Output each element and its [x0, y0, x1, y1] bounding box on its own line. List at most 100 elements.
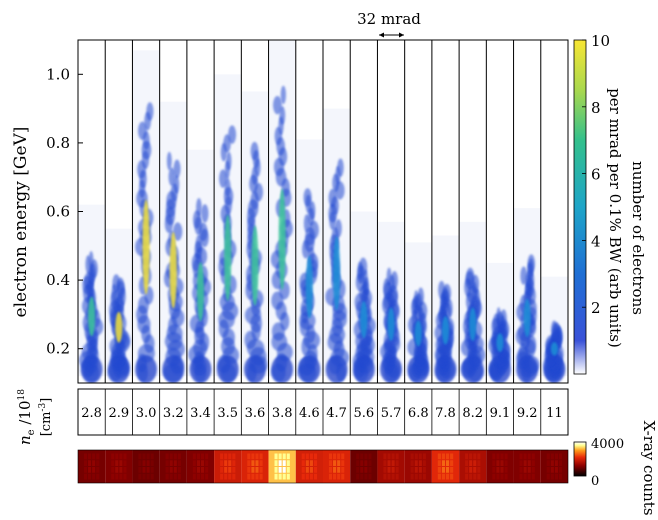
xray-pixel [504, 453, 508, 460]
xray-pixel [437, 467, 441, 473]
xray-pixel [92, 467, 96, 473]
colorbar-label-line1: number of electrons [629, 161, 647, 315]
shot-peak-core [469, 307, 477, 341]
xray-pixel [138, 460, 142, 466]
xray-pixel [341, 467, 345, 473]
shot-trace-segment [417, 287, 425, 306]
xray-pixel [410, 467, 414, 473]
xray-cells [78, 450, 568, 483]
xray-pixel [504, 467, 508, 473]
xray-pixel [138, 473, 142, 480]
xray-pixel [328, 460, 333, 466]
xray-pixel [558, 460, 563, 466]
xray-pixel [550, 467, 554, 473]
shot-trace-segment [196, 198, 202, 217]
xray-pixel [441, 453, 445, 460]
xray-cell [241, 450, 269, 483]
shot-spectrum [214, 74, 242, 383]
xray-pixel [550, 473, 554, 480]
shot-spectrum [350, 211, 378, 383]
shot-spectrum [404, 242, 432, 383]
xray-pixel [251, 467, 255, 473]
xray-pixel [247, 453, 251, 460]
xray-pixel [111, 460, 115, 466]
xray-pixel [492, 460, 496, 466]
xray-pixel [286, 467, 290, 473]
xray-pixel [477, 467, 481, 473]
shot-peak-core [169, 231, 177, 309]
xray-pixel [368, 460, 372, 466]
shot-peak-core [196, 262, 205, 322]
xray-pixel [313, 473, 318, 480]
electron-spectra-panel: 0.2 0.4 0.6 0.8 1.0 electron energy [GeV] [11, 39, 569, 384]
xray-pixel [313, 453, 318, 460]
xray-pixel [554, 453, 558, 460]
shot-trace-segment [413, 290, 419, 309]
xray-pixel [441, 460, 445, 466]
shot-peak-core [496, 333, 504, 352]
xray-cell [268, 450, 296, 483]
xray-pixel [92, 453, 96, 460]
xray-pixel [111, 467, 115, 473]
shot-trace-segment [219, 169, 227, 188]
xray-pixel [414, 453, 418, 460]
density-value: 7.8 [435, 406, 456, 421]
xray-pixel [492, 453, 496, 460]
xray-strip-frame [77, 449, 569, 484]
shot-peak-core [142, 199, 150, 295]
xray-pixel [341, 473, 345, 480]
xray-pixel [450, 473, 454, 480]
xray-cell-bg [323, 450, 351, 483]
xray-pixel [333, 453, 337, 460]
xray-pixel [477, 453, 481, 460]
xray-pixel [255, 460, 259, 466]
xray-cell-bg [486, 450, 514, 483]
xray-pixel [83, 460, 88, 466]
xray-pixel [527, 460, 531, 466]
xray-pixel [142, 467, 146, 473]
xray-pixel [255, 473, 259, 480]
xray-pixel [115, 453, 119, 460]
xray-pixel [337, 467, 341, 473]
xray-pixel [115, 460, 119, 466]
xray-pixel [473, 467, 477, 473]
xray-pixel [119, 460, 123, 466]
density-value: 5.6 [353, 406, 374, 421]
shot-spectrum [486, 262, 514, 383]
xray-pixel [465, 460, 469, 466]
xray-pixel [150, 473, 154, 480]
shot-spectrum [105, 228, 133, 383]
shot-trace-segment [272, 95, 282, 115]
xray-cell [132, 450, 160, 483]
xray-pixel [383, 460, 387, 466]
xray-cell [486, 450, 514, 483]
xray-pixel [177, 473, 181, 480]
xray-cell [323, 450, 351, 483]
xray-pixel [301, 453, 305, 460]
xray-pixel [173, 473, 177, 480]
xray-pixel [111, 473, 115, 480]
xray-pixel [201, 453, 205, 460]
xray-pixel [201, 467, 205, 473]
xray-pixel [177, 453, 181, 460]
xray-pixel [228, 467, 232, 473]
xray-pixel [387, 467, 391, 473]
shot-peak-core [278, 188, 286, 290]
xray-pixel [150, 460, 154, 466]
xray-pixel [546, 467, 550, 473]
xray-pixel [232, 473, 236, 480]
shot-spectrum [159, 101, 187, 383]
shot-trace-segment [303, 188, 312, 207]
xray-pixel [360, 460, 364, 466]
xray-pixel [278, 460, 282, 466]
xray-pixel [356, 467, 360, 473]
xray-pixel [173, 467, 177, 473]
xray-pixel [278, 467, 282, 473]
xray-pixel [414, 473, 418, 480]
shot-trace-segment [250, 141, 259, 161]
shot-trace-segment [173, 159, 181, 179]
xray-cell [186, 450, 215, 483]
xray-pixel [146, 460, 150, 466]
shot-trace-segment [496, 307, 501, 326]
xray-pixel [313, 467, 318, 473]
